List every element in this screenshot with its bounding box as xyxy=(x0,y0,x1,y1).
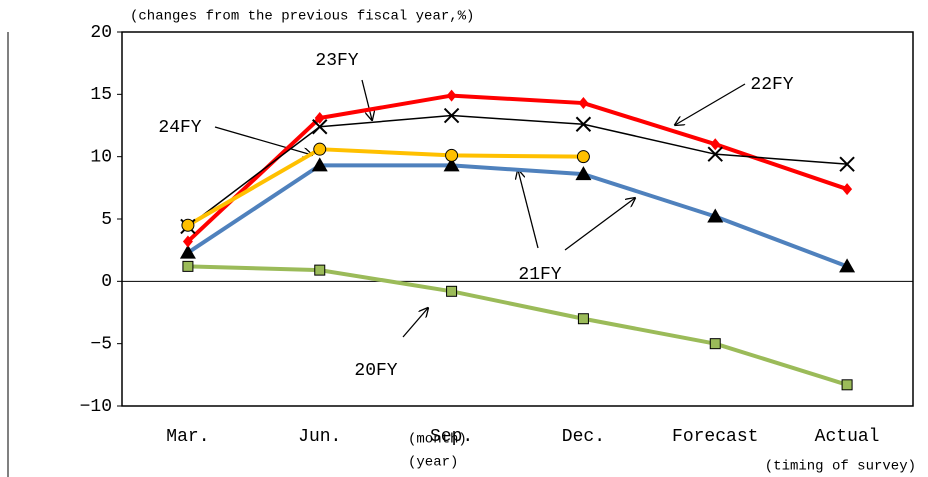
point xyxy=(578,97,589,110)
point xyxy=(312,119,328,135)
point xyxy=(179,244,196,259)
corner-label: (year) xyxy=(408,455,458,471)
point xyxy=(446,285,458,297)
series-label: 20FY xyxy=(354,361,397,381)
point xyxy=(839,156,855,172)
arrow xyxy=(675,83,746,125)
series-label: 23FY xyxy=(315,51,358,71)
point xyxy=(710,138,721,151)
x-tick-label: Actual xyxy=(815,427,880,447)
point xyxy=(445,148,459,162)
arrow xyxy=(402,308,428,338)
series-line xyxy=(187,114,848,228)
y-tick-label: 0 xyxy=(101,272,112,292)
x-tick-label: Mar. xyxy=(166,427,209,447)
series-line xyxy=(187,264,848,387)
x-axis-label: (timing of survey) xyxy=(765,459,916,475)
point xyxy=(443,107,460,124)
point xyxy=(577,313,589,325)
series-label: 24FY xyxy=(158,118,201,138)
series-label: 21FY xyxy=(518,265,561,285)
arrow xyxy=(564,198,635,251)
subtitle: (changes from the previous fiscal year,%… xyxy=(130,9,474,25)
point xyxy=(576,150,590,164)
point xyxy=(707,146,723,162)
point xyxy=(575,166,592,181)
arrow xyxy=(361,79,372,120)
point xyxy=(182,235,193,248)
point xyxy=(314,264,326,276)
arrows xyxy=(214,79,746,338)
series-label: 22FY xyxy=(750,75,793,95)
point xyxy=(575,116,592,132)
x-tick-label: Dec. xyxy=(562,427,605,447)
point xyxy=(181,218,195,232)
point xyxy=(446,89,457,102)
point xyxy=(443,157,460,172)
y-tick-label: 15 xyxy=(90,85,112,105)
x-tick-label: Jun. xyxy=(298,427,341,447)
point xyxy=(182,260,194,272)
point xyxy=(313,142,327,156)
point xyxy=(842,183,853,196)
y-tick-label: 20 xyxy=(90,23,112,43)
y-tick-label: 5 xyxy=(101,210,112,230)
x-tick-label: Forecast xyxy=(672,427,758,447)
point xyxy=(311,157,328,172)
y-tick-label: −10 xyxy=(80,397,112,417)
series-line xyxy=(186,93,848,243)
y-tick-label: −5 xyxy=(90,334,112,354)
point xyxy=(709,338,721,350)
x-tick-label: Sep. xyxy=(430,427,473,447)
point xyxy=(314,112,325,125)
arrow xyxy=(518,170,539,249)
point xyxy=(841,379,853,391)
series-line xyxy=(186,163,848,269)
plot-frame xyxy=(121,31,914,407)
corner-label: (month) xyxy=(408,432,467,448)
y-tick-label: 10 xyxy=(90,147,112,167)
series-line xyxy=(186,147,584,227)
arrow xyxy=(214,126,312,155)
point xyxy=(839,258,856,273)
point xyxy=(707,208,724,223)
